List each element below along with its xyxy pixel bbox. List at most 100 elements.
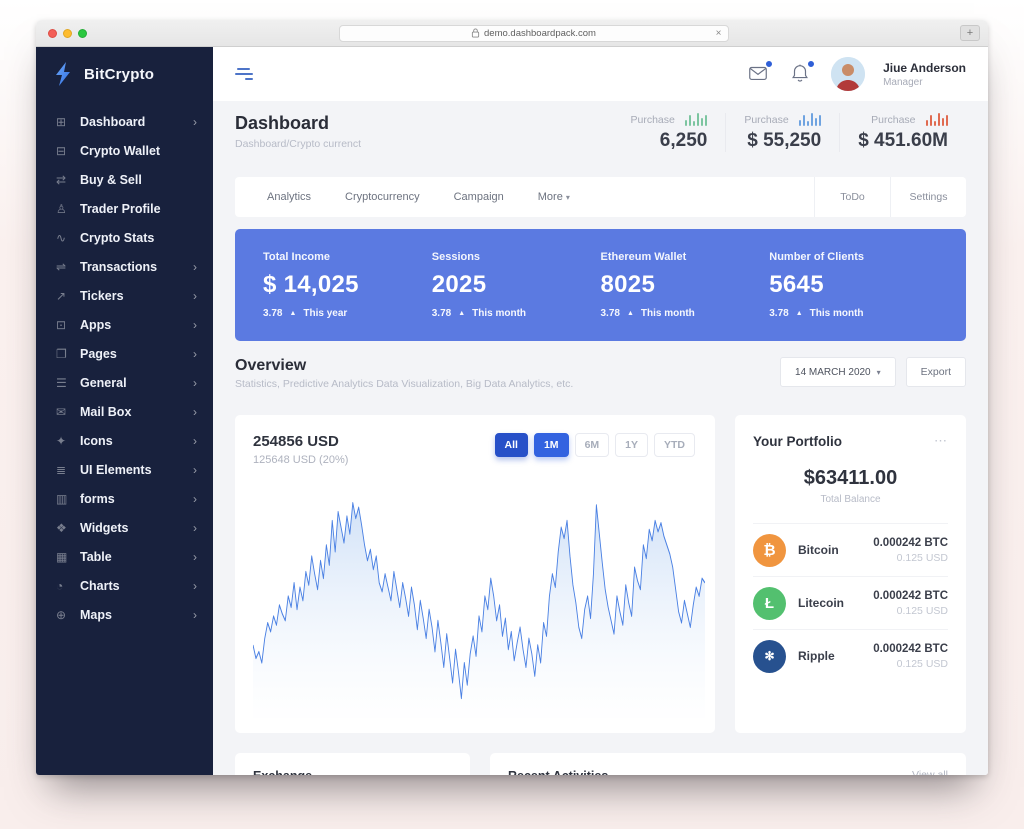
chevron-right-icon: › [193, 607, 197, 622]
layers-icon: ≣ [56, 462, 67, 477]
portfolio-card: Your Portfolio ⋯ $63411.00 Total Balance… [735, 415, 966, 733]
chevron-right-icon: › [193, 520, 197, 535]
banner-stat-ethereum-wallet: Ethereum Wallet 8025 3.78 ▲ This month [600, 251, 695, 319]
chart-headline: 254856 USD [253, 433, 339, 450]
close-tab-icon[interactable]: × [715, 27, 722, 39]
ellipsis-menu-icon[interactable]: ⋯ [934, 433, 948, 448]
export-button[interactable]: Export [905, 357, 966, 387]
price-chart-card: 254856 USD 125648 USD (20%) All 1M 6M 1Y… [235, 415, 715, 733]
purchase-stat: Purchase $ 55,250 [725, 113, 839, 152]
minimize-window-button[interactable] [63, 28, 72, 38]
mini-bar-chart-icon [925, 113, 948, 126]
browser-tab-bar: demo.dashboardpack.com × + [36, 20, 988, 47]
sidebar-item-transactions[interactable]: ⇌ Transactions › [56, 259, 197, 274]
sidebar-item-apps[interactable]: ⊡ Apps › [56, 317, 197, 332]
sidebar-item-forms[interactable]: ▥ forms › [56, 491, 197, 506]
range-ytd-button[interactable]: YTD [654, 433, 695, 457]
chevron-right-icon: › [193, 317, 197, 332]
sidebar-item-dashboard[interactable]: ⊞ Dashboard › [56, 114, 197, 129]
brand-logo-row[interactable]: BitCrypto [36, 47, 213, 101]
settings-button[interactable]: Settings [890, 177, 966, 217]
mini-bar-chart-icon [798, 113, 822, 126]
up-arrow-icon: ▲ [289, 310, 297, 317]
tab-analytics[interactable]: Analytics [267, 191, 312, 203]
messages-button[interactable] [747, 60, 774, 86]
range-1m-button[interactable]: 1M [533, 433, 569, 457]
bell-icon [792, 64, 809, 82]
chart-heading-block: 254856 USD 125648 USD (20%) [253, 433, 348, 466]
user-info: Jiue Anderson Manager [883, 61, 966, 88]
page-heading-block: Dashboard Dashboard/Crypto currenct [235, 113, 361, 150]
up-arrow-icon: ▲ [795, 310, 803, 317]
portfolio-title: Your Portfolio [753, 433, 842, 449]
new-tab-button[interactable]: + [960, 25, 980, 41]
asset-row-bitcoin[interactable]: ₿ Bitcoin 0.000242 BTC 0.125 USD [753, 523, 948, 576]
sidebar-item-general[interactable]: ☰ General › [56, 375, 197, 390]
form-icon: ▥ [56, 491, 68, 506]
url-text: demo.dashboardpack.com [484, 27, 596, 39]
chevron-right-icon: › [193, 462, 197, 477]
sidebar-item-table[interactable]: ▦ Table › [56, 549, 197, 564]
sidebar-item-icons[interactable]: ✦ Icons › [56, 433, 197, 448]
chevron-right-icon: › [193, 288, 197, 303]
browser-tab[interactable]: demo.dashboardpack.com × [338, 24, 729, 42]
total-balance-value: $63411.00 [803, 467, 898, 489]
user-avatar[interactable] [831, 57, 866, 91]
tab-more[interactable]: More ▾ [537, 191, 570, 203]
tab-campaign[interactable]: Campaign [453, 191, 504, 203]
view-all-link[interactable]: View all [912, 769, 948, 775]
range-1y-button[interactable]: 1Y [615, 433, 648, 457]
purchase-label: Purchase [871, 114, 916, 126]
sidebar-item-widgets[interactable]: ❖ Widgets › [56, 520, 197, 535]
breadcrumb: Dashboard/Crypto currenct [235, 138, 362, 150]
top-header: Jiue Anderson Manager [213, 47, 988, 101]
chart-subline: 125648 USD (20%) [253, 454, 349, 466]
zoom-window-button[interactable] [78, 28, 87, 38]
purchase-stat: Purchase $ 451.60M [839, 113, 966, 152]
sidebar-item-crypto-stats[interactable]: ∿ Crypto Stats [56, 230, 155, 245]
chevron-right-icon: › [193, 549, 197, 564]
date-range-dropdown[interactable]: 14 MARCH 2020 ▾ [780, 357, 896, 387]
browser-window: demo.dashboardpack.com × + BitCrypto ⊞ Da… [36, 20, 988, 775]
apps-icon: ⊡ [56, 317, 67, 332]
buy-sell-icon: ⇄ [56, 172, 67, 187]
banner-stat-sessions: Sessions 2025 3.78 ▲ This month [431, 251, 527, 319]
sidebar-item-tickers[interactable]: ↗ Tickers › [56, 288, 197, 303]
trend-icon: ↗ [56, 288, 67, 303]
ellipsis-menu-icon[interactable]: ⋯ [438, 769, 452, 775]
sidebar-item-pages[interactable]: ❐ Pages › [56, 346, 197, 361]
purchase-stats: Purchase 6,250 Purchase $ 55,250 Purchas… [612, 113, 966, 152]
mail-icon: ✉ [56, 404, 67, 419]
sidebar-item-ui-elements[interactable]: ≣ UI Elements › [56, 462, 197, 477]
hamburger-menu-icon[interactable] [235, 68, 253, 80]
stats-banner: Total Income $ 14,025 3.78 ▲ This year Ses… [235, 229, 966, 341]
sidebar-item-maps[interactable]: ⊕ Maps › [56, 607, 197, 622]
purchase-value: $ 55,250 [747, 130, 822, 151]
sidebar-item-buy-sell[interactable]: ⇄ Buy & Sell [56, 172, 142, 187]
main-content: Dashboard Dashboard/Crypto currenct Purc… [213, 101, 988, 775]
asset-row-litecoin[interactable]: Ł Litecoin 0.000242 BTC 0.125 USD [753, 576, 948, 629]
sidebar-item-crypto-wallet[interactable]: ⊟ Crypto Wallet [56, 143, 161, 158]
range-all-button[interactable]: All [494, 433, 528, 457]
notifications-button[interactable] [789, 60, 816, 86]
portfolio-balance-block: $63411.00 Total Balance [753, 467, 948, 505]
widgets-icon: ❖ [56, 520, 67, 535]
envelope-icon [749, 66, 767, 81]
tab-cryptocurrency[interactable]: Cryptocurrency [345, 191, 420, 203]
stats-icon: ∿ [56, 230, 67, 245]
price-chart[interactable] [253, 480, 705, 718]
person-icon: ♙ [56, 201, 67, 216]
bolt-logo-icon [56, 62, 70, 86]
asset-row-ripple[interactable]: ✻ Ripple 0.000242 BTC 0.125 USD [753, 629, 948, 682]
sidebar-item-trader-profile[interactable]: ♙ Trader Profile [56, 201, 161, 216]
recent-activities-card: Recent Activities View all [490, 753, 966, 775]
sidebar-item-mail-box[interactable]: ✉ Mail Box › [56, 404, 197, 419]
litecoin-icon: Ł [753, 586, 786, 620]
chevron-right-icon: › [193, 491, 197, 506]
sidebar-item-charts[interactable]: ◔ Charts › [56, 578, 197, 593]
purchase-value: $ 451.60M [858, 130, 948, 151]
close-window-button[interactable] [48, 28, 57, 38]
range-6m-button[interactable]: 6M [574, 433, 610, 457]
notification-dot [765, 60, 774, 68]
todo-button[interactable]: ToDo [814, 177, 890, 217]
